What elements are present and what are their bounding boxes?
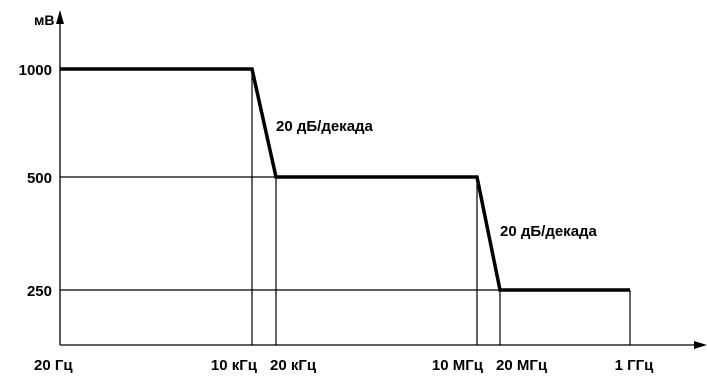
labels-layer: 1000 500 250 мВ 20 Гц 10 кГц 20 кГц 10 МГц 20 МГ… — [19, 12, 655, 374]
y-tick-label-1000: 1000 — [19, 62, 52, 79]
x-tick-label-4: 20 МГц — [496, 357, 548, 374]
x-tick-label-0: 20 Гц — [34, 357, 73, 374]
slope-annotation-2: 20 дБ/декада — [500, 223, 598, 240]
guide-lines — [60, 68, 631, 345]
y-unit-label: мВ — [34, 12, 54, 28]
series-line — [60, 67, 630, 292]
x-tick-label-2: 20 кГц — [270, 357, 317, 374]
x-tick-label-5: 1 ГГц — [615, 357, 655, 374]
y-tick-label-250: 250 — [27, 283, 52, 300]
x-tick-label-3: 10 МГц — [432, 357, 484, 374]
y-axis-arrow — [56, 10, 64, 24]
slope-annotation-1: 20 дБ/декада — [276, 118, 374, 135]
series-layer — [60, 67, 630, 292]
x-axis-arrow — [694, 341, 707, 349]
y-tick-label-500: 500 — [27, 170, 52, 187]
x-tick-label-1: 10 кГц — [211, 357, 258, 374]
axes — [56, 10, 707, 349]
